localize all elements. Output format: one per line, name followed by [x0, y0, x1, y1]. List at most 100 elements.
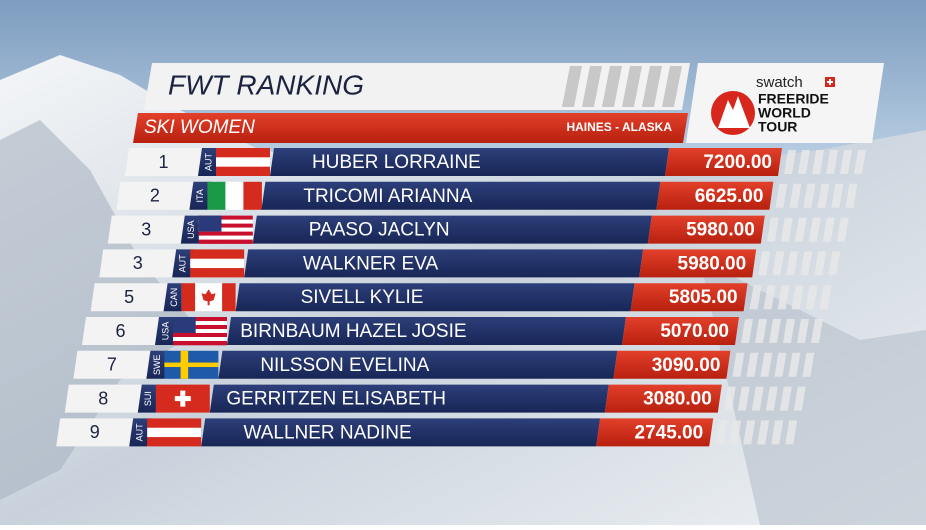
ranking-row: 6 USA BIRNBAUM HAZEL JOSIE 5070.00 [82, 317, 823, 346]
code-box [146, 350, 169, 379]
country-code: SWE [152, 355, 162, 376]
flag-part [201, 289, 216, 306]
flag-part [173, 317, 227, 322]
name-bar [270, 148, 669, 176]
row-stripe [737, 386, 750, 411]
flag [181, 283, 236, 312]
points-box [630, 283, 748, 312]
row-stripe [715, 420, 728, 445]
row-stripe [758, 251, 771, 276]
code-box [189, 181, 212, 210]
flag-part [147, 427, 202, 438]
ranking-row: 7 SWE NILSSON EVELINA 3090.00 [73, 350, 815, 379]
athlete-name: PAASO JACLYN [309, 220, 450, 241]
name-bar [201, 418, 601, 447]
flag-part [173, 317, 196, 333]
flag [190, 249, 245, 278]
row-stripe [779, 386, 792, 411]
flag-part [173, 333, 227, 338]
row-stripe [732, 352, 745, 377]
row-stripe [805, 285, 818, 310]
points-box [647, 215, 765, 244]
flag [164, 350, 219, 379]
flag [216, 148, 270, 176]
title: FWT RANKING [168, 69, 364, 100]
rank: 1 [158, 152, 168, 172]
logo-cross [827, 79, 833, 85]
flag-part [173, 337, 227, 342]
points-box [622, 317, 739, 345]
rank-box [64, 384, 142, 413]
points: 6625.00 [695, 186, 764, 207]
code-box [163, 283, 186, 312]
flag-part [225, 181, 244, 210]
flag-part [174, 396, 191, 402]
row-stripe [771, 420, 784, 445]
points-box [613, 350, 731, 379]
row-stripe [845, 183, 858, 208]
name-bar [244, 249, 644, 278]
rank-box [82, 317, 159, 345]
code-box [129, 418, 152, 447]
row-stripe [840, 150, 852, 174]
flag-part [164, 362, 219, 368]
flag-part [181, 283, 196, 312]
row-stripe [769, 319, 781, 343]
flag-part [173, 329, 227, 334]
points-box [639, 249, 757, 278]
code-box [155, 317, 177, 345]
athlete-name: HUBER LORRAINE [312, 152, 481, 173]
subtitle: SKI WOMEN [144, 117, 255, 138]
flag-part [198, 231, 253, 236]
flag-part [173, 325, 227, 330]
country-code: CAN [169, 288, 179, 307]
ranking-row: 5 CAN SIVELL KYLIE 5805.00 [90, 283, 832, 312]
flag-part [173, 321, 227, 326]
flag [155, 384, 210, 413]
ranking-row: 3 USA PAASO JACLYN 5980.00 [107, 215, 849, 244]
flag-part [198, 227, 253, 232]
country-code: AUT [178, 254, 188, 273]
ranking-row: 8 SUI GERRITZEN ELISABETH 3080.00 [64, 384, 806, 413]
code-box [180, 215, 203, 244]
country-code: AUT [203, 152, 213, 171]
row-stripe [765, 386, 778, 411]
row-stripe [817, 183, 830, 208]
row-stripe [803, 183, 816, 208]
athlete-name: WALLNER NADINE [243, 422, 411, 443]
row-stripe [811, 319, 823, 343]
ranking-rows: 1 AUT HUBER LORRAINE 7200.00 2 ITA TRICOMI ARI… [56, 148, 866, 447]
rank-box [90, 283, 168, 312]
row-stripe [814, 251, 827, 276]
row-stripe [791, 285, 804, 310]
name-bar [227, 317, 626, 345]
rank: 8 [98, 388, 108, 408]
flag-part [198, 215, 253, 220]
points: 5805.00 [669, 287, 738, 308]
title-bar [144, 63, 690, 110]
logo-mountain [718, 96, 750, 128]
rank: 5 [124, 287, 134, 307]
points: 7200.00 [703, 152, 772, 173]
row-stripe [729, 420, 742, 445]
country-code: ITA [195, 189, 205, 202]
row-stripe [822, 217, 835, 242]
logo-line: TOUR [758, 119, 797, 135]
rank-box [116, 181, 194, 210]
ranking-row: 3 AUT WALKNER EVA 5980.00 [99, 249, 841, 278]
row-stripe [789, 183, 802, 208]
points: 5980.00 [678, 253, 747, 274]
row-stripe [854, 150, 866, 174]
rank: 7 [107, 355, 117, 375]
row-stripe [772, 251, 785, 276]
rank: 9 [90, 422, 100, 442]
athlete-name: GERRITZEN ELISABETH [226, 389, 446, 410]
title-stripes [562, 66, 682, 107]
flag-part [198, 235, 253, 240]
ranking-row: 9 AUT WALLNER NADINE 2745.00 [56, 418, 798, 447]
athlete-name: WALKNER EVA [303, 253, 438, 274]
row-stripe [777, 285, 790, 310]
row-stripe [828, 251, 841, 276]
row-stripe [793, 386, 806, 411]
ridge-shadow [700, 260, 926, 525]
